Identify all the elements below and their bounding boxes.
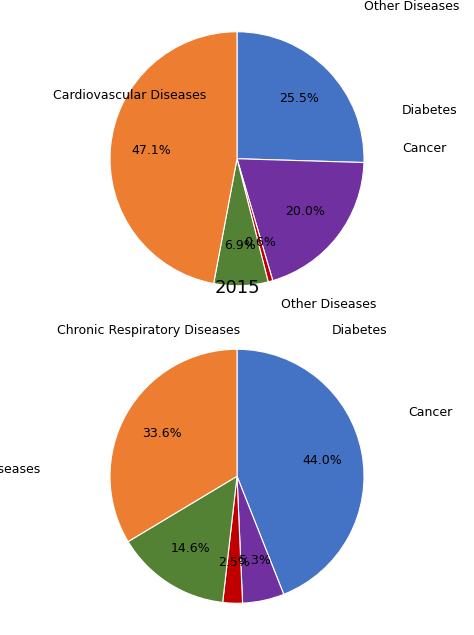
Text: 14.6%: 14.6% [171,542,210,556]
Text: 47.1%: 47.1% [131,144,171,157]
Title: 2015: 2015 [214,279,260,297]
Text: 0.6%: 0.6% [244,236,276,248]
Text: 20.0%: 20.0% [285,205,325,218]
Text: Other Diseases: Other Diseases [282,298,377,311]
Text: Cancer: Cancer [409,406,453,419]
Wedge shape [237,32,364,163]
Wedge shape [128,476,237,603]
Wedge shape [223,476,243,603]
Wedge shape [237,159,364,281]
Wedge shape [110,349,237,542]
Text: Diabetes: Diabetes [332,324,388,337]
Text: Diabetes: Diabetes [402,104,458,117]
Text: 2.5%: 2.5% [218,556,250,569]
Wedge shape [237,159,273,282]
Text: 44.0%: 44.0% [302,453,342,467]
Wedge shape [237,349,364,594]
Wedge shape [110,32,237,284]
Text: Cardiovascular Diseases: Cardiovascular Diseases [53,89,206,102]
Wedge shape [214,159,268,286]
Text: Cardiovascular Diseases: Cardiovascular Diseases [0,464,40,476]
Wedge shape [237,476,284,603]
Text: Cancer: Cancer [402,142,447,155]
Text: 6.9%: 6.9% [224,239,255,251]
Text: Other Diseases: Other Diseases [364,0,459,13]
Text: 25.5%: 25.5% [279,92,319,105]
Text: 5.3%: 5.3% [239,554,271,567]
Text: Chronic Respiratory Diseases: Chronic Respiratory Diseases [56,324,240,337]
Text: 33.6%: 33.6% [142,427,182,440]
